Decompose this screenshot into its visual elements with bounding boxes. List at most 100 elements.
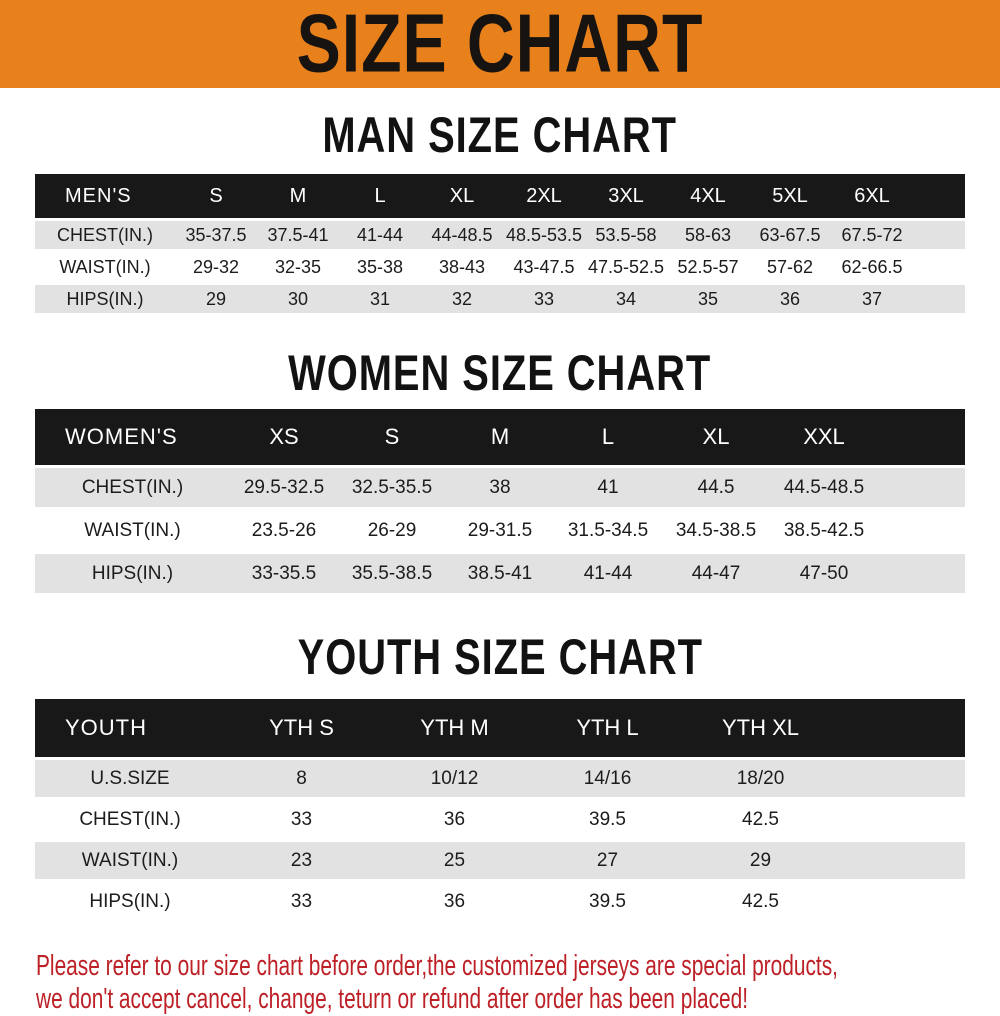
- size-value: 37.5-41: [257, 219, 339, 253]
- size-value: 26-29: [338, 509, 446, 554]
- disclaimer-line-1: Please refer to our size chart before or…: [36, 950, 838, 982]
- col-header: XS: [230, 409, 338, 468]
- col-header: 3XL: [585, 174, 667, 221]
- size-value: 57-62: [749, 251, 831, 285]
- size-value: 63-67.5: [749, 219, 831, 253]
- youth-section-title: YOUTH SIZE CHART: [0, 625, 1000, 689]
- size-chart-banner: SIZE CHART: [0, 0, 1000, 91]
- size-value: 35-37.5: [175, 219, 257, 253]
- size-value: 35: [667, 283, 749, 317]
- size-value: 10/12: [378, 758, 531, 801]
- size-value: 58-63: [667, 219, 749, 253]
- men-waist-row: WAIST(IN.) 29-32 32-35 35-38 38-43 43-47…: [35, 251, 965, 285]
- size-value: 43-47.5: [503, 251, 585, 285]
- women-size-table: WOMEN'S XS S M L XL XXL CHEST(IN.) 29.5-…: [35, 409, 965, 597]
- size-value: 36: [749, 283, 831, 317]
- spacer-cell: [878, 552, 965, 597]
- col-header: XL: [421, 174, 503, 221]
- size-value: 18/20: [684, 758, 837, 801]
- spacer-cell: [913, 251, 965, 285]
- size-value: 29-31.5: [446, 509, 554, 554]
- size-value: 39.5: [531, 799, 684, 842]
- size-value: 29: [175, 283, 257, 317]
- spacer-cell: [837, 699, 965, 760]
- order-disclaimer: Please refer to our size chart before or…: [36, 950, 838, 1016]
- size-value: 34: [585, 283, 667, 317]
- men-size-table: MEN'S S M L XL 2XL 3XL 4XL 5XL 6XL CHEST…: [35, 174, 965, 317]
- col-header: YTH M: [378, 699, 531, 760]
- size-value: 33: [225, 799, 378, 842]
- row-label: CHEST(IN.): [35, 219, 175, 253]
- row-label: CHEST(IN.): [35, 799, 225, 842]
- row-label: WAIST(IN.): [35, 509, 230, 554]
- spacer-cell: [878, 409, 965, 468]
- spacer-cell: [878, 466, 965, 511]
- youth-header-label: YOUTH: [35, 699, 225, 760]
- size-value: 25: [378, 840, 531, 883]
- spacer-cell: [837, 881, 965, 924]
- size-value: 29-32: [175, 251, 257, 285]
- size-value: 38: [446, 466, 554, 511]
- size-value: 33: [503, 283, 585, 317]
- col-header: XXL: [770, 409, 878, 468]
- row-label: WAIST(IN.): [35, 251, 175, 285]
- size-value: 44.5: [662, 466, 770, 511]
- men-header-label: MEN'S: [35, 174, 175, 221]
- size-value: 14/16: [531, 758, 684, 801]
- row-label: U.S.SIZE: [35, 758, 225, 801]
- spacer-cell: [913, 283, 965, 317]
- youth-waist-row: WAIST(IN.) 23 25 27 29: [35, 840, 965, 883]
- col-header: YTH S: [225, 699, 378, 760]
- size-value: 35-38: [339, 251, 421, 285]
- col-header: S: [338, 409, 446, 468]
- size-value: 34.5-38.5: [662, 509, 770, 554]
- men-chest-row: CHEST(IN.) 35-37.5 37.5-41 41-44 44-48.5…: [35, 219, 965, 253]
- size-value: 42.5: [684, 881, 837, 924]
- spacer-cell: [878, 509, 965, 554]
- size-value: 37: [831, 283, 913, 317]
- youth-title-text: YOUTH SIZE CHART: [297, 628, 703, 685]
- spacer-cell: [837, 758, 965, 801]
- size-value: 35.5-38.5: [338, 552, 446, 597]
- col-header: S: [175, 174, 257, 221]
- col-header: 2XL: [503, 174, 585, 221]
- youth-chest-row: CHEST(IN.) 33 36 39.5 42.5: [35, 799, 965, 842]
- spacer-cell: [913, 174, 965, 221]
- row-label: WAIST(IN.): [35, 840, 225, 883]
- size-value: 38.5-42.5: [770, 509, 878, 554]
- youth-ussize-row: U.S.SIZE 8 10/12 14/16 18/20: [35, 758, 965, 801]
- size-value: 44-47: [662, 552, 770, 597]
- size-value: 29.5-32.5: [230, 466, 338, 511]
- col-header: M: [446, 409, 554, 468]
- size-value: 32: [421, 283, 503, 317]
- size-value: 31: [339, 283, 421, 317]
- men-hips-row: HIPS(IN.) 29 30 31 32 33 34 35 36 37: [35, 283, 965, 317]
- banner-title: SIZE CHART: [296, 0, 704, 91]
- col-header: XL: [662, 409, 770, 468]
- size-value: 52.5-57: [667, 251, 749, 285]
- spacer-cell: [837, 840, 965, 883]
- col-header: 5XL: [749, 174, 831, 221]
- size-value: 36: [378, 799, 531, 842]
- size-value: 32-35: [257, 251, 339, 285]
- size-value: 30: [257, 283, 339, 317]
- size-value: 44-48.5: [421, 219, 503, 253]
- size-value: 41-44: [554, 552, 662, 597]
- size-value: 31.5-34.5: [554, 509, 662, 554]
- col-header: 4XL: [667, 174, 749, 221]
- size-value: 41: [554, 466, 662, 511]
- size-value: 62-66.5: [831, 251, 913, 285]
- col-header: 6XL: [831, 174, 913, 221]
- size-value: 48.5-53.5: [503, 219, 585, 253]
- women-section-title: WOMEN SIZE CHART: [0, 341, 1000, 405]
- women-chest-row: CHEST(IN.) 29.5-32.5 32.5-35.5 38 41 44.…: [35, 466, 965, 511]
- size-value: 27: [531, 840, 684, 883]
- size-value: 8: [225, 758, 378, 801]
- row-label: HIPS(IN.): [35, 283, 175, 317]
- men-header-row: MEN'S S M L XL 2XL 3XL 4XL 5XL 6XL: [35, 174, 965, 221]
- col-header: L: [339, 174, 421, 221]
- size-value: 67.5-72: [831, 219, 913, 253]
- size-value: 41-44: [339, 219, 421, 253]
- row-label: HIPS(IN.): [35, 552, 230, 597]
- size-value: 33-35.5: [230, 552, 338, 597]
